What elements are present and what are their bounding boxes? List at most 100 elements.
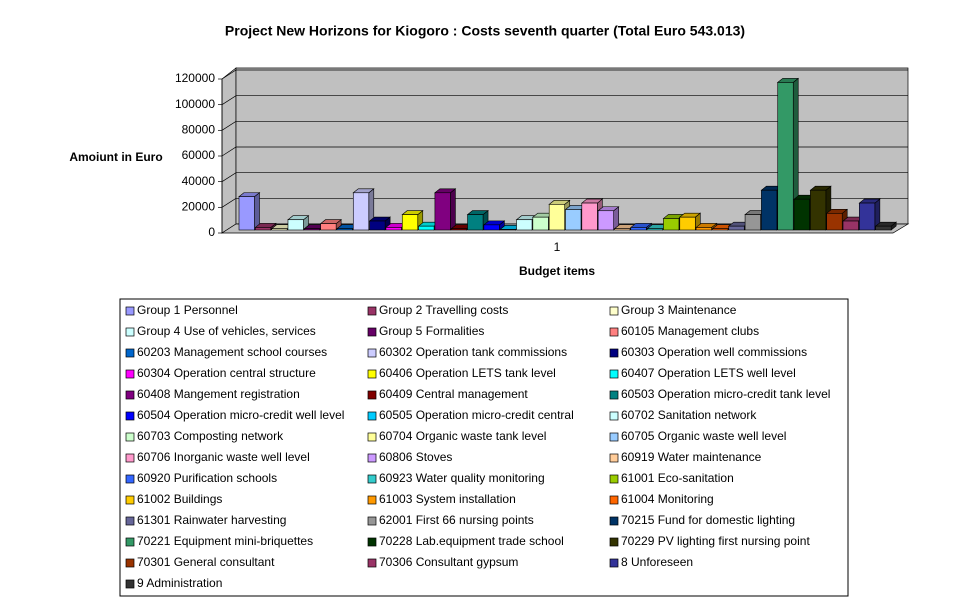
bar <box>810 189 827 231</box>
grid-line <box>221 95 908 105</box>
bar-group <box>809 185 832 231</box>
bar-group <box>466 209 489 231</box>
legend-label: 60503 Operation micro-credit tank level <box>621 387 830 401</box>
legend-label: Group 3 Maintenance <box>621 303 737 317</box>
bar <box>516 219 533 231</box>
bar <box>744 214 761 231</box>
bar <box>532 216 549 231</box>
bar <box>467 214 484 231</box>
legend-label: 70221 Equipment mini-briquettes <box>137 534 313 548</box>
legend-label: 70228 Lab.equipment trade school <box>379 534 564 548</box>
legend-swatch <box>125 453 135 463</box>
side-wall <box>221 67 237 234</box>
legend-swatch <box>367 453 377 463</box>
bar-group <box>858 198 881 231</box>
bar <box>238 196 255 231</box>
bar <box>352 192 370 231</box>
bar <box>646 228 663 231</box>
legend-swatch <box>367 516 377 526</box>
legend-swatch <box>367 495 377 505</box>
grid-line <box>221 146 908 157</box>
legend-swatch <box>367 474 377 484</box>
legend-label: Group 1 Personnel <box>137 303 238 317</box>
legend-label: 61004 Monitoring <box>621 492 714 506</box>
legend-label: 60923 Water quality monitoring <box>379 471 545 485</box>
legend-swatch <box>125 537 135 547</box>
legend-label: 60704 Organic waste tank level <box>379 429 546 443</box>
legend-label: 60505 Operation micro-credit central <box>379 408 574 422</box>
bar <box>875 225 892 231</box>
legend-swatch <box>125 516 135 526</box>
y-tick-label: 0 <box>208 225 215 239</box>
bar <box>597 210 614 231</box>
legend-label: 8 Unforeseen <box>621 555 693 569</box>
bar <box>859 202 876 231</box>
legend-swatch <box>367 327 377 337</box>
legend-swatch <box>125 390 135 400</box>
legend-label: 60919 Water maintenance <box>621 450 762 464</box>
legend-swatch <box>367 432 377 442</box>
bar <box>565 209 582 231</box>
legend-label: 60703 Composting network <box>137 429 284 443</box>
legend-swatch <box>125 495 135 505</box>
bar <box>434 192 451 231</box>
legend-swatch <box>125 474 135 484</box>
legend-label: 60406 Operation LETS tank level <box>379 366 556 380</box>
legend-swatch <box>609 453 619 463</box>
bar <box>499 229 517 231</box>
legend-label: 9 Administration <box>137 576 222 590</box>
bar <box>777 82 794 231</box>
bar-group <box>825 208 849 231</box>
legend-swatch <box>125 411 135 421</box>
grid-line <box>221 120 908 131</box>
bar <box>614 228 631 231</box>
legend-label: Group 4 Use of vehicles, services <box>137 324 316 338</box>
bar <box>826 213 843 231</box>
chart-title: Project New Horizons for Kiogoro : Costs… <box>225 23 745 39</box>
bar <box>303 228 321 231</box>
bar-group <box>776 77 800 231</box>
legend-label: 60105 Management clubs <box>621 324 759 338</box>
legend-label: 60303 Operation well commissions <box>621 345 807 359</box>
legend-swatch <box>125 348 135 358</box>
y-tick-label: 20000 <box>182 200 216 214</box>
legend-label: 61002 Buildings <box>137 492 222 506</box>
legend-label: 60702 Sanitation network <box>621 408 757 422</box>
bar <box>761 189 778 231</box>
y-tick-label: 60000 <box>182 148 216 162</box>
legend-label: 61301 Rainwater harvesting <box>137 513 286 527</box>
legend-swatch <box>367 390 377 400</box>
x-axis-title: Budget items <box>519 264 595 278</box>
legend-swatch <box>609 327 619 337</box>
legend-swatch <box>367 537 377 547</box>
legend-label: 61003 System installation <box>379 492 516 506</box>
bar <box>369 220 386 231</box>
y-tick-label: 120000 <box>175 71 215 85</box>
bar-group <box>629 222 653 231</box>
bar <box>450 228 468 231</box>
y-tick-label: 80000 <box>182 123 216 137</box>
bar <box>712 228 729 231</box>
y-tick-label: 100000 <box>175 97 215 111</box>
bar <box>679 216 696 231</box>
legend-swatch <box>367 306 377 316</box>
bar <box>842 220 859 231</box>
bar-group <box>874 221 898 231</box>
x-tick-label: 1 <box>554 240 561 254</box>
bar <box>663 218 680 231</box>
bar <box>336 228 353 231</box>
legend-swatch <box>609 348 619 358</box>
legend-swatch <box>367 558 377 568</box>
legend-label: 60407 Operation LETS well level <box>621 366 796 380</box>
bar <box>728 225 745 231</box>
bar <box>271 228 288 231</box>
bar-group <box>238 192 261 231</box>
legend-swatch <box>367 369 377 379</box>
legend-swatch <box>609 516 619 526</box>
legend-label: 60304 Operation central structure <box>137 366 316 380</box>
bar <box>255 227 272 231</box>
bar-side <box>450 188 456 231</box>
legend-swatch <box>125 558 135 568</box>
